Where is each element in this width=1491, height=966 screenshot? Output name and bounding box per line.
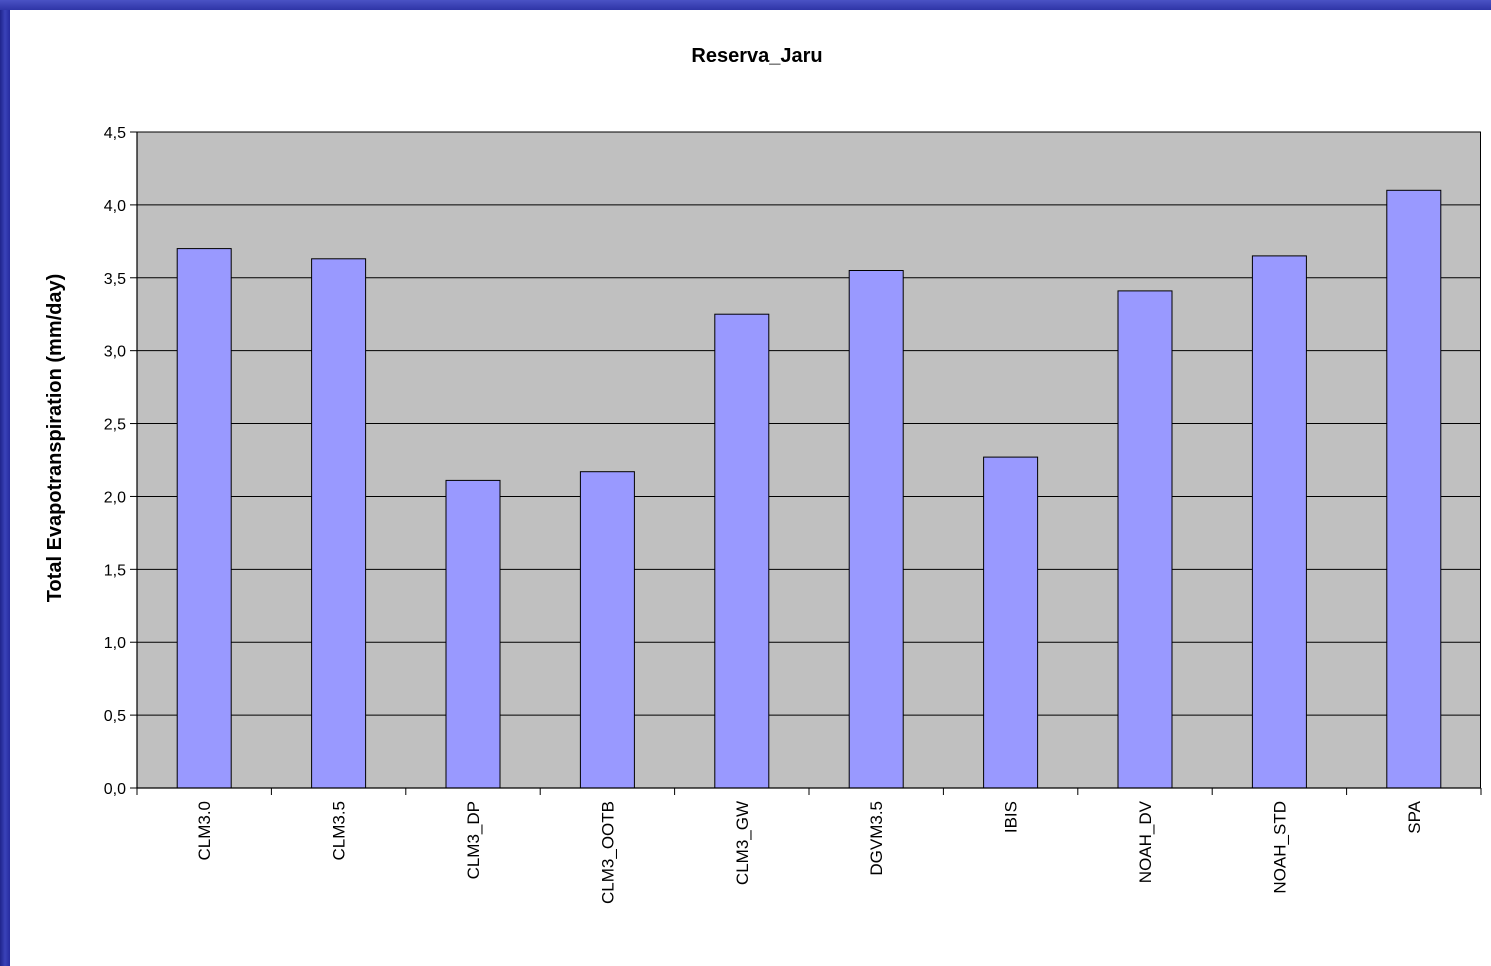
- x-axis-ticks: CLM3.0 CLM3.5 CLM3_DP CLM3_OOTB CLM3_GW DGVM3…: [136, 788, 1482, 904]
- y-tick-label: 4,0: [104, 198, 126, 215]
- bar-clm3-ootb: [579, 471, 635, 789]
- slide-top-band: [0, 0, 1491, 10]
- axes: [136, 132, 1481, 789]
- y-tick-label: 2,5: [104, 417, 126, 434]
- x-category-label: IBIS: [1002, 801, 1021, 833]
- y-tick-label: 1,0: [104, 635, 126, 652]
- chart-title: Reserva_Jaru: [691, 45, 822, 67]
- y-axis-ticks: 0,0 0,5 1,0 1,5 2,0 2,5 3,0 3,5 4,0 4,5: [104, 125, 137, 798]
- x-category-label: SPA: [1405, 800, 1424, 833]
- bar-clm3-0: [176, 248, 232, 789]
- x-category-label: NOAH_DV: [1136, 800, 1155, 883]
- y-axis-label: Total Evapotranspiration (mm/day): [44, 274, 66, 603]
- y-tick-label: 0,0: [104, 781, 126, 798]
- x-category-label: CLM3_OOTB: [598, 801, 617, 904]
- bar-noah-dv: [1117, 290, 1173, 789]
- bar-clm3-dp: [445, 479, 501, 789]
- y-tick-label: 3,0: [104, 344, 126, 361]
- y-tick-label: 3,5: [104, 271, 126, 288]
- bar-dgvm3-5: [848, 270, 904, 789]
- y-tick-label: 1,5: [104, 562, 126, 579]
- bar-clm3-5: [311, 258, 367, 789]
- y-tick-label: 2,0: [104, 489, 126, 506]
- x-category-label: CLM3.0: [195, 801, 214, 861]
- bar-clm3-gw: [714, 313, 770, 789]
- bars: [176, 189, 1442, 789]
- x-category-label: CLM3.5: [330, 801, 349, 861]
- y-tick-label: 4,5: [104, 125, 126, 142]
- x-category-label: CLM3_GW: [733, 801, 752, 885]
- bar-spa: [1386, 189, 1442, 789]
- x-category-label: DGVM3.5: [867, 801, 886, 876]
- bar-ibis: [983, 456, 1039, 789]
- y-tick-label: 0,5: [104, 708, 126, 725]
- bar-noah-std: [1251, 255, 1307, 789]
- x-category-label: NOAH_STD: [1270, 801, 1289, 894]
- x-category-label: CLM3_DP: [464, 801, 483, 879]
